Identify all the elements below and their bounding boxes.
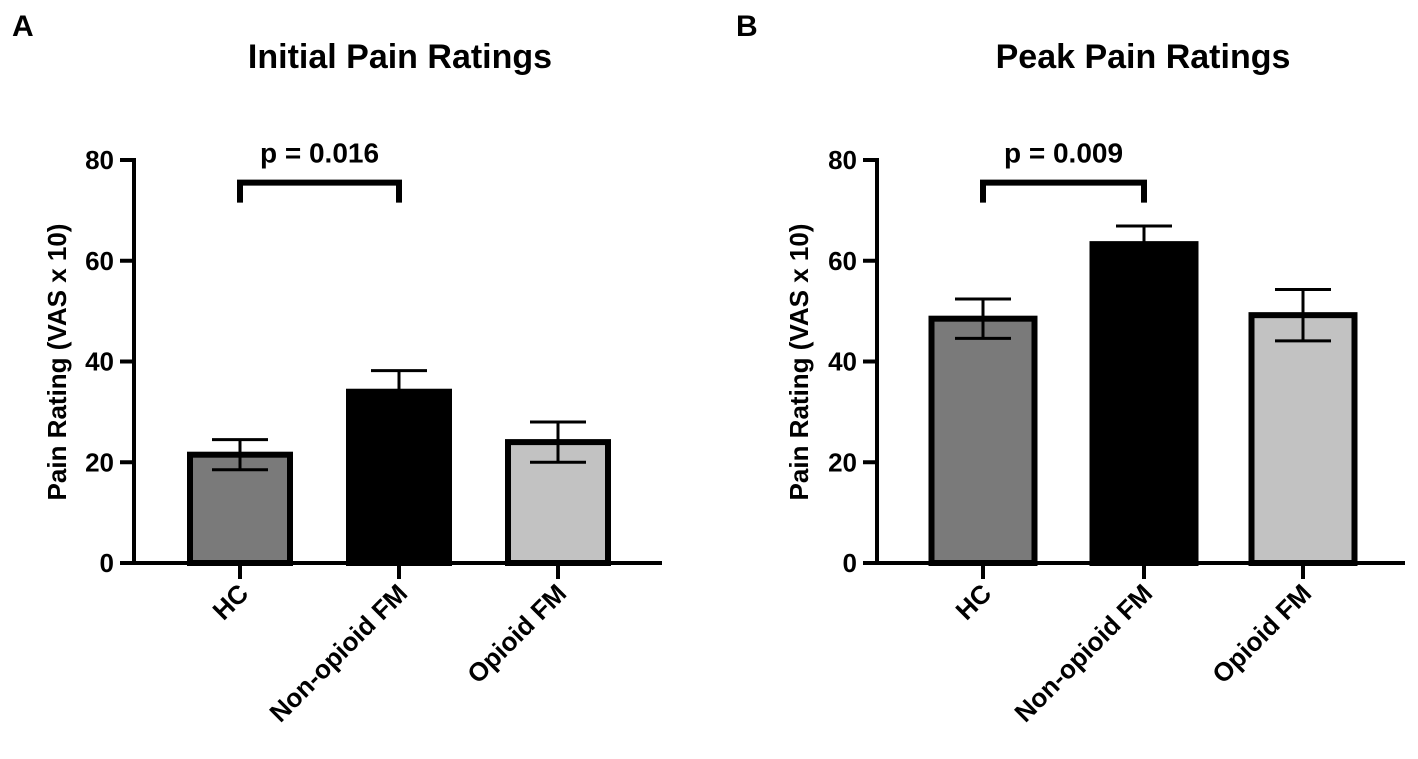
panel-label: A — [12, 10, 34, 43]
p-value-label: p = 0.016 — [260, 138, 379, 169]
y-axis-label: Pain Rating (VAS x 10) — [42, 224, 72, 501]
x-tick-label: Non-opioid FM — [263, 578, 413, 728]
y-ticks: 0 20 40 60 80 — [85, 145, 134, 578]
p-value-label: p = 0.009 — [1004, 138, 1123, 169]
y-tick-label: 0 — [100, 548, 114, 578]
panel-label: B — [736, 10, 758, 43]
y-tick-label: 40 — [85, 347, 114, 377]
y-tick-label: 20 — [828, 447, 857, 477]
axes — [132, 158, 662, 579]
axes — [875, 158, 1405, 579]
bar-opioid-fm — [1248, 312, 1358, 566]
x-tick-label: HC — [206, 578, 254, 626]
panel-b: B Peak Pain Ratings Pain Rating (VAS x 1… — [736, 10, 1405, 728]
bars — [187, 388, 611, 567]
y-ticks: 0 20 40 60 80 — [828, 145, 877, 578]
bracket-line — [237, 179, 402, 203]
significance-bracket: p = 0.009 — [980, 138, 1147, 203]
x-tick-label: HC — [949, 578, 997, 626]
chart-title: Peak Pain Ratings — [996, 38, 1291, 76]
y-tick-label: 0 — [843, 548, 857, 578]
y-tick-label: 40 — [828, 347, 857, 377]
error-bars — [955, 224, 1331, 343]
x-tick-labels: HC Non-opioid FM Opioid FM — [949, 578, 1317, 728]
bar-non-opioid-fm — [1089, 241, 1199, 566]
y-tick-label: 60 — [85, 246, 114, 276]
x-tick-label: Opioid FM — [1206, 578, 1317, 689]
bracket-line — [980, 179, 1147, 203]
bar-non-opioid-fm — [346, 388, 452, 566]
y-tick-label: 80 — [828, 145, 857, 175]
x-tick-label: Non-opioid FM — [1008, 578, 1158, 728]
y-tick-label: 20 — [85, 447, 114, 477]
y-tick-label: 80 — [85, 145, 114, 175]
chart-title: Initial Pain Ratings — [248, 38, 552, 76]
significance-bracket: p = 0.016 — [237, 138, 402, 203]
bars — [928, 241, 1358, 566]
panel-a: A Initial Pain Ratings Pain Rating (VAS … — [12, 10, 662, 728]
x-tick-label: Opioid FM — [461, 578, 572, 689]
x-tick-labels: HC Non-opioid FM Opioid FM — [206, 578, 572, 728]
error-bars — [212, 369, 586, 472]
bar-hc — [928, 315, 1038, 566]
y-axis-label: Pain Rating (VAS x 10) — [784, 224, 814, 501]
y-tick-label: 60 — [828, 246, 857, 276]
